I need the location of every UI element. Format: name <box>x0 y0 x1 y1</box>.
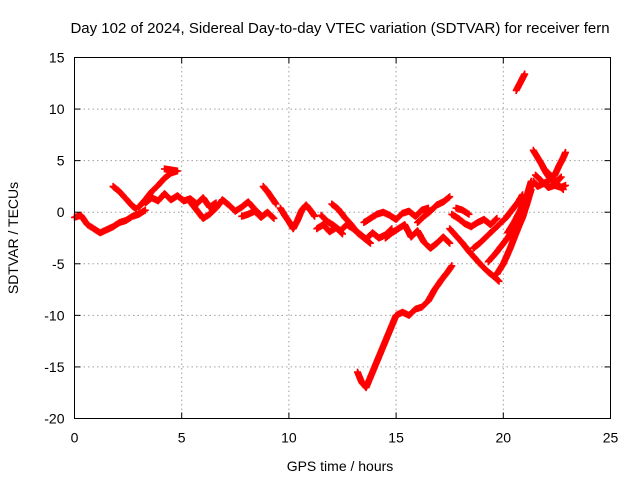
y-tick-label: 15 <box>49 50 65 66</box>
y-tick-label: 0 <box>57 204 65 220</box>
grid-lines <box>74 57 611 419</box>
data-points-sdtvar <box>71 70 569 392</box>
data-series-sdtvar <box>71 70 569 392</box>
x-tick-label: 20 <box>496 430 512 446</box>
chart-title: Day 102 of 2024, Sidereal Day-to-day VTE… <box>70 20 609 37</box>
y-axis-label: SDTVAR / TECUs <box>5 182 21 294</box>
y-tick-label: -20 <box>44 411 64 427</box>
y-tick-label: 5 <box>57 153 65 169</box>
axis-ticks: 0 5 10 15 20 25 -20 -15 -10 -5 0 5 10 15 <box>44 50 618 446</box>
y-tick-label: -10 <box>44 307 64 323</box>
plot-frame <box>74 57 611 419</box>
x-tick-label: 15 <box>388 430 404 446</box>
x-tick-label: 5 <box>178 430 186 446</box>
y-tick-label: 10 <box>49 101 65 117</box>
x-tick-label: 10 <box>281 430 297 446</box>
y-tick-label: -5 <box>52 256 65 272</box>
x-tick-label: 25 <box>603 430 619 446</box>
y-tick-label: -15 <box>44 359 64 375</box>
x-tick-label: 0 <box>71 430 79 446</box>
x-axis-label: GPS time / hours <box>287 458 394 474</box>
